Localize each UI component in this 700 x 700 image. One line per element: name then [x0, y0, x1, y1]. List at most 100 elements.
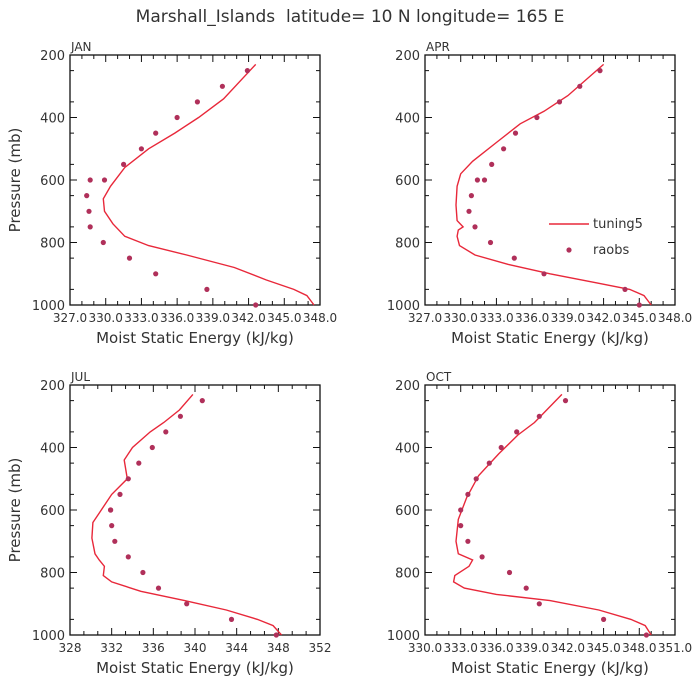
- data-point-raobs: [244, 68, 250, 74]
- x-tick-label: 332: [100, 641, 123, 655]
- data-point-raobs: [466, 208, 472, 214]
- y-tick-label: 1000: [387, 629, 420, 644]
- data-point-raobs: [194, 99, 200, 105]
- data-point-raobs: [87, 177, 93, 183]
- data-point-raobs: [473, 476, 479, 482]
- y-axis-label: Pressure (mb): [6, 128, 24, 233]
- data-point-raobs: [536, 413, 542, 419]
- x-tick-label: 333.0: [444, 641, 478, 655]
- x-tick-label: 339.0: [196, 311, 230, 325]
- data-point-raobs: [523, 585, 529, 591]
- data-point-raobs: [643, 632, 650, 638]
- data-point-raobs: [84, 193, 90, 199]
- data-point-raobs: [479, 554, 485, 560]
- y-tick-label: 800: [395, 237, 420, 252]
- data-point-raobs: [184, 601, 190, 607]
- legend-box: [547, 212, 632, 264]
- x-tick-label: 330.0: [444, 311, 478, 325]
- y-tick-label: 800: [40, 567, 65, 582]
- data-point-raobs: [506, 569, 513, 576]
- panel-label: JUL: [70, 370, 90, 384]
- x-tick-label: 330.0: [89, 311, 123, 325]
- plot-frame: [69, 384, 321, 636]
- x-tick-label: 345.0: [267, 311, 301, 325]
- x-tick-label: 336.0: [479, 641, 513, 655]
- x-tick-label: 348.0: [622, 641, 656, 655]
- y-tick-label: 200: [40, 379, 65, 394]
- x-tick-label: 327.0: [53, 311, 87, 325]
- data-point-raobs: [219, 83, 225, 89]
- data-point-raobs: [204, 286, 210, 292]
- data-point-raobs: [140, 569, 146, 576]
- data-point-raobs: [100, 239, 106, 246]
- data-point-raobs: [163, 429, 169, 435]
- data-point-raobs: [153, 130, 159, 136]
- x-tick-label: 342.0: [586, 311, 620, 325]
- data-point-raobs: [153, 271, 159, 277]
- y-tick-label: 400: [395, 442, 420, 457]
- x-tick-label: 330.0: [408, 641, 442, 655]
- data-point-raobs: [474, 177, 480, 183]
- series-line-tuning5: [91, 393, 283, 636]
- data-point-raobs: [109, 523, 115, 529]
- legend-label-obs: raobs: [593, 243, 630, 258]
- x-tick-label: 333.0: [479, 311, 513, 325]
- data-point-raobs: [465, 538, 471, 544]
- data-point-raobs: [458, 507, 464, 513]
- data-point-raobs: [562, 398, 569, 404]
- x-axis-label: Moist Static Energy (kJ/kg): [451, 329, 649, 347]
- plot-frame: [424, 54, 676, 306]
- x-tick-label: 327.0: [408, 311, 442, 325]
- data-point-raobs: [468, 193, 474, 199]
- data-point-raobs: [228, 616, 235, 623]
- series-line-tuning5: [455, 63, 652, 306]
- data-point-raobs: [489, 161, 495, 167]
- x-tick-label: 342.0: [551, 641, 585, 655]
- x-tick-label: 342.0: [231, 311, 265, 325]
- x-axis-label: Moist Static Energy (kJ/kg): [96, 659, 294, 677]
- data-point-raobs: [501, 146, 507, 152]
- y-tick-label: 400: [40, 112, 65, 127]
- x-tick-label: 351.0: [658, 641, 692, 655]
- data-point-raobs: [512, 130, 519, 136]
- data-point-raobs: [177, 413, 183, 419]
- x-tick-label: 336: [142, 641, 165, 655]
- y-tick-label: 600: [395, 174, 420, 189]
- x-axis-label: Moist Static Energy (kJ/kg): [96, 329, 294, 347]
- data-point-raobs: [117, 491, 123, 497]
- x-tick-label: 336.0: [515, 311, 549, 325]
- x-tick-label: 344: [225, 641, 248, 655]
- y-tick-label: 1000: [387, 299, 420, 314]
- y-tick-label: 200: [40, 49, 65, 64]
- data-point-raobs: [155, 585, 162, 591]
- x-tick-label: 333.0: [124, 311, 158, 325]
- y-tick-label: 400: [395, 112, 420, 127]
- data-point-raobs: [458, 523, 464, 529]
- x-axis-label: Moist Static Energy (kJ/kg): [451, 659, 649, 677]
- x-tick-label: 345.0: [586, 641, 620, 655]
- data-point-raobs: [108, 507, 114, 513]
- data-point-raobs: [556, 99, 563, 105]
- x-tick-label: 348: [267, 641, 290, 655]
- y-tick-label: 800: [395, 567, 420, 582]
- y-tick-label: 1000: [32, 629, 65, 644]
- x-tick-label: 339.0: [551, 311, 585, 325]
- y-tick-label: 400: [40, 442, 65, 457]
- data-point-raobs: [487, 239, 494, 246]
- y-tick-label: 200: [395, 379, 420, 394]
- legend-dot-swatch: [566, 247, 572, 253]
- x-tick-label: 345.0: [622, 311, 656, 325]
- legend: tuning5 raobs: [547, 212, 643, 264]
- data-point-raobs: [149, 444, 155, 451]
- data-point-raobs: [601, 616, 607, 623]
- panel-label: JAN: [70, 40, 92, 54]
- data-point-raobs: [101, 177, 108, 183]
- data-point-raobs: [125, 554, 131, 560]
- data-point-raobs: [577, 83, 583, 89]
- data-point-raobs: [136, 460, 142, 466]
- data-point-raobs: [597, 68, 603, 74]
- data-point-raobs: [86, 208, 92, 214]
